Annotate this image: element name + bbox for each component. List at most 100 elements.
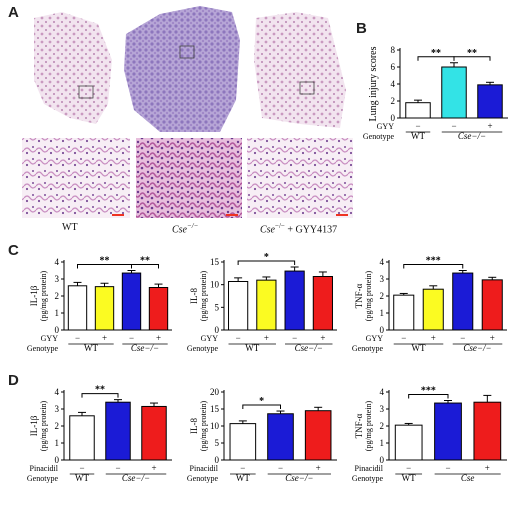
histology-figure [22, 6, 353, 218]
bar [304, 410, 332, 461]
significance-label: *** [421, 386, 436, 397]
chart-c-il8: 0 5 10 15 IL-8 (pg/mg protein) * GYY − + − + Genotyp… [187, 252, 337, 353]
treatment-row-label: Pinacidil [190, 464, 219, 473]
bar [441, 66, 467, 119]
chart-d-il8: 0 5 10 15 20 IL-8 (pg/mg protein) * Pinacidil − − +… [187, 387, 337, 483]
zoom-image-cse [136, 138, 242, 218]
significance-bracket [237, 260, 296, 265]
y-tick-label: 2 [55, 291, 60, 301]
lung-section-wt [34, 12, 112, 124]
significance-bracket [403, 264, 464, 269]
treatment-row-label: GYY [377, 122, 395, 131]
treatment-value: − [406, 463, 411, 473]
genotype-row-label: Genotype [27, 474, 59, 483]
y-tick-label: 2 [380, 421, 385, 431]
genotype-value: Cse [461, 473, 475, 483]
y-tick-label: 3 [380, 274, 385, 284]
genotype-value: WT [411, 131, 425, 141]
chart-c-il1b: 0 1 2 3 4 IL-1β (pg/mg protein) ** ** GYY − + − + Geno… [27, 256, 172, 353]
y-tick-label: 4 [391, 79, 396, 89]
significance-bracket [81, 393, 119, 398]
y-tick-label: 4 [55, 387, 60, 397]
chart-lung-injury: 0 2 4 6 8 Lung injury scores ** ** GYY − − + Genotyp… [363, 45, 508, 141]
treatment-value: − [79, 463, 84, 473]
genotype-value: WT [84, 343, 98, 353]
y-tick-label: 10 [210, 421, 220, 431]
y-tick-label: 0 [391, 113, 396, 123]
y-tick-label: 1 [55, 438, 60, 448]
y-tick-label: 1 [55, 308, 60, 318]
y-tick-label: 1 [380, 308, 385, 318]
genotype-value: Cse−/− [131, 343, 159, 353]
genotype-value: Cse−/− [458, 131, 486, 141]
genotype-value: Cse−/− [285, 473, 313, 483]
genotype-value: WT [402, 473, 416, 483]
treatment-value: − [236, 333, 241, 343]
y-axis-label: TNF-α [354, 283, 364, 308]
significance-label: * [259, 396, 264, 407]
roi-box-cse-gyy [299, 81, 315, 95]
genotype-value: Cse−/− [295, 343, 323, 353]
y-tick-label: 3 [55, 274, 60, 284]
treatment-value: + [485, 463, 490, 473]
treatment-value: − [115, 463, 120, 473]
panel-letter-c: C [8, 242, 19, 259]
treatment-value: + [490, 333, 495, 343]
significance-label: * [264, 252, 269, 263]
treatment-row-label: GYY [201, 334, 219, 343]
genotype-row-label: Genotype [352, 474, 384, 483]
genotype-value: WT [75, 473, 89, 483]
bar [284, 270, 305, 331]
bar [422, 288, 444, 331]
y-axis-unit-label: (pg/mg protein) [364, 400, 373, 451]
genotype-row-label: Genotype [187, 344, 219, 353]
significance-bracket [131, 264, 159, 269]
significance-label: ** [431, 48, 441, 59]
panel-letter-d: D [8, 372, 19, 389]
treatment-value: − [292, 333, 297, 343]
treatment-value: − [460, 333, 465, 343]
roi-box-cse [179, 45, 195, 59]
y-tick-label: 2 [380, 291, 385, 301]
y-tick-label: 0 [215, 325, 220, 335]
y-tick-label: 15 [210, 404, 220, 414]
bar [312, 276, 333, 331]
treatment-value: + [156, 333, 161, 343]
treatment-value: − [415, 121, 420, 131]
y-tick-label: 6 [391, 62, 396, 72]
chart-d-tnfa: 0 1 2 3 4 TNF-α (pg/mg protein) *** Pinacidil − − +… [352, 386, 507, 483]
zoom-image-wt [22, 138, 130, 218]
y-tick-label: 2 [55, 421, 60, 431]
significance-label: *** [426, 256, 441, 267]
y-axis-label: IL-8 [189, 288, 199, 304]
y-axis-unit-label: (pg/mg protein) [39, 400, 48, 451]
treatment-value: + [431, 333, 436, 343]
bar [141, 405, 167, 461]
bar [473, 401, 502, 461]
treatment-row-label: Pinacidil [30, 464, 59, 473]
treatment-value: + [151, 463, 156, 473]
y-axis-label: IL-1β [29, 415, 39, 436]
y-tick-label: 5 [215, 438, 220, 448]
genotype-value: WT [236, 473, 250, 483]
genotype-row-label: Genotype [352, 344, 384, 353]
y-axis-unit-label: (pg/mg protein) [199, 270, 208, 321]
bar [394, 424, 423, 461]
bar [105, 401, 131, 461]
significance-bracket [242, 404, 281, 410]
label-wt: WT [62, 222, 78, 233]
y-tick-label: 0 [215, 455, 220, 465]
y-axis-label: Lung injury scores [368, 46, 379, 121]
lung-section-cse [124, 6, 240, 132]
treatment-value: − [451, 121, 456, 131]
y-tick-label: 0 [380, 325, 385, 335]
treatment-value: + [102, 333, 107, 343]
y-tick-label: 4 [55, 257, 60, 267]
y-tick-label: 3 [55, 404, 60, 414]
y-tick-label: 4 [380, 257, 385, 267]
y-tick-label: 8 [391, 45, 396, 55]
y-tick-label: 0 [55, 455, 60, 465]
genotype-value: WT [245, 343, 259, 353]
bar [148, 287, 169, 331]
label-cse-gyy: Cse−/− + GYY4137 [260, 222, 338, 236]
